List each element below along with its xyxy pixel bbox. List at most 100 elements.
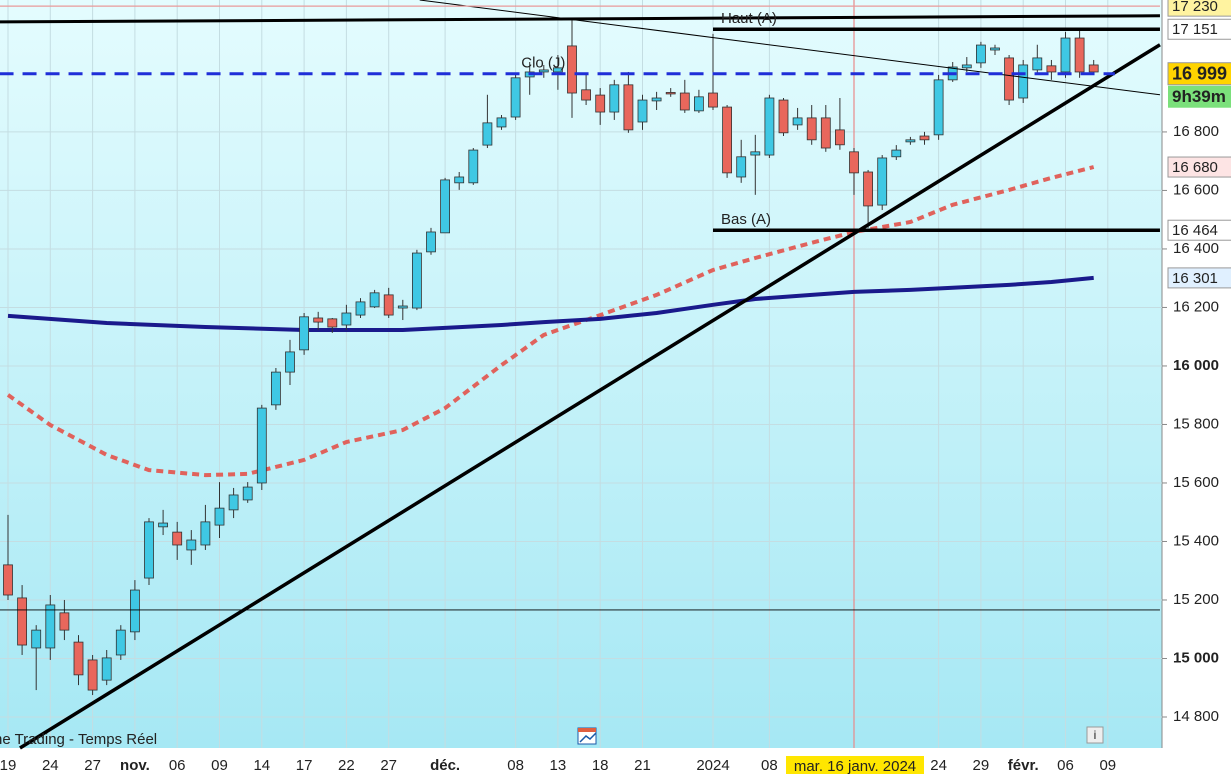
candle-body xyxy=(538,69,549,73)
candle-body xyxy=(341,312,352,326)
candle-body xyxy=(242,486,253,501)
candle-body xyxy=(186,539,197,551)
candle-body xyxy=(1074,37,1085,73)
price-tag xyxy=(1167,219,1231,241)
candle-body xyxy=(665,92,676,95)
x-tick-label: déc. xyxy=(430,757,460,774)
y-tick-label: 16 800 xyxy=(1173,123,1219,140)
x-tick-label: 22 xyxy=(338,757,355,774)
candle-body xyxy=(228,494,239,511)
x-tick-label: 2024 xyxy=(696,757,729,774)
candle-body xyxy=(468,149,479,184)
candle-body xyxy=(1088,64,1099,73)
x-tick-label: 27 xyxy=(84,757,101,774)
candle-body xyxy=(1032,57,1043,71)
candle-body xyxy=(722,106,732,174)
x-tick-label: 27 xyxy=(380,757,397,774)
candle-body xyxy=(411,252,422,309)
candle-body xyxy=(553,67,563,73)
countdown-label: 9h39m xyxy=(1172,87,1226,106)
line-label: Haut (A) xyxy=(721,10,777,27)
candle-body xyxy=(849,151,859,174)
x-tick-label: 09 xyxy=(1099,757,1116,774)
price-tag-label: 16 999 xyxy=(1172,63,1227,83)
candle-body xyxy=(905,139,916,143)
y-tick-label: 15 800 xyxy=(1173,415,1219,432)
x-tick-label: 08 xyxy=(507,757,524,774)
y-tick-label: 15 200 xyxy=(1173,591,1219,608)
candle-body xyxy=(31,629,42,649)
y-tick-label: 15 400 xyxy=(1173,532,1219,549)
x-tick-label: 06 xyxy=(1057,757,1074,774)
price-tag-label: 17 151 xyxy=(1172,21,1218,38)
candle-body xyxy=(440,179,451,234)
price-tag xyxy=(1167,0,1231,17)
candle-body xyxy=(1060,37,1071,73)
candle-body xyxy=(496,117,507,128)
candle-body xyxy=(144,521,154,579)
candle-body xyxy=(820,117,831,149)
candle-body xyxy=(835,129,845,146)
x-tick-label: 24 xyxy=(930,757,947,774)
candle-body xyxy=(285,351,295,373)
drawn-line xyxy=(19,43,1161,750)
source-label: ne Trading - Temps Réel xyxy=(0,731,157,748)
candle-body xyxy=(750,151,761,156)
x-tick-label: 14 xyxy=(253,757,270,774)
y-tick-label: 16 400 xyxy=(1173,240,1219,257)
candle-body xyxy=(891,149,902,158)
drawn-line xyxy=(419,0,1161,96)
x-tick-label: 08 xyxy=(761,757,778,774)
candle-body xyxy=(256,407,267,484)
moving-average xyxy=(6,165,1095,478)
x-tick-label: 29 xyxy=(973,757,990,774)
candle-body xyxy=(1004,57,1014,101)
candle-body xyxy=(3,564,13,596)
x-tick-label: 18 xyxy=(592,757,609,774)
y-tick-label: 15 600 xyxy=(1173,474,1219,491)
line-label: Bas (A) xyxy=(721,211,771,228)
candle-body xyxy=(651,97,662,102)
candle-body xyxy=(115,629,126,656)
x-tick-label: 09 xyxy=(211,757,228,774)
candle-body xyxy=(1046,65,1057,73)
price-tag-label: 16 680 xyxy=(1172,159,1218,176)
candle-body xyxy=(637,99,648,123)
price-tag-label: 16 301 xyxy=(1172,270,1218,287)
plot: Haut (A) Bas (A) Clo (J) xyxy=(0,0,1161,750)
price-tag xyxy=(1167,156,1231,178)
info-icon[interactable]: i xyxy=(1086,726,1104,744)
candle-body xyxy=(609,84,620,113)
price-tag xyxy=(1167,62,1231,86)
countdown-tag xyxy=(1168,85,1231,108)
price-tag-label: 17 230 xyxy=(1172,0,1218,15)
candle-body xyxy=(919,135,930,141)
candle-body xyxy=(567,45,577,94)
candle-body xyxy=(764,97,775,156)
candle-body xyxy=(158,522,169,528)
x-tick-label: 17 xyxy=(296,757,313,774)
candle-body xyxy=(482,122,493,146)
candle-body xyxy=(214,507,225,526)
candle-body xyxy=(990,47,1000,51)
candle-body xyxy=(792,117,803,126)
price-tag xyxy=(1167,18,1231,40)
candle-body xyxy=(172,531,183,546)
candle-body xyxy=(510,77,521,118)
candle-body xyxy=(1018,64,1029,99)
info-glyph: i xyxy=(1094,728,1097,742)
candle-body xyxy=(806,117,817,141)
x-tick-label: 21 xyxy=(634,757,651,774)
x-tick-label: nov. xyxy=(120,757,150,774)
candle-body xyxy=(129,589,140,633)
price-tag-label: 16 464 xyxy=(1172,222,1218,239)
x-tick-label: 06 xyxy=(169,757,186,774)
candle-body xyxy=(200,521,211,546)
x-tick-label: févr. xyxy=(1008,757,1039,774)
candle-body xyxy=(581,89,591,101)
candle-body xyxy=(694,96,704,112)
candle-body xyxy=(933,79,944,136)
candle-body xyxy=(877,157,888,206)
candle-body xyxy=(313,317,324,323)
